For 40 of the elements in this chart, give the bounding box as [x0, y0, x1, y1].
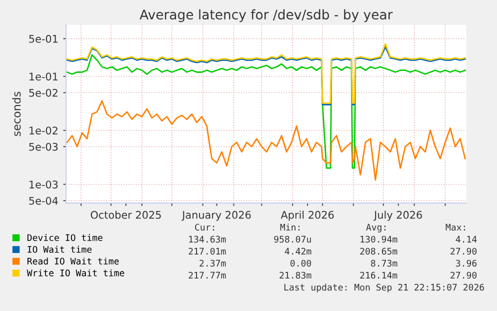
text: 217.77m	[188, 272, 226, 279]
y-tick-label: 1e-02	[30, 126, 58, 134]
y-tick-label: 5e-01	[29, 34, 58, 43]
legend-label: Write IO Wait time	[26, 269, 124, 276]
y-axis-title: seconds	[12, 92, 21, 136]
chart-title: Average latency for /dev/sdb - by year	[140, 9, 393, 22]
text: 27.90	[450, 248, 477, 255]
text: 208.65m	[360, 248, 398, 255]
text: 130.94m	[360, 236, 398, 243]
legend-label: Read IO Wait time	[28, 258, 119, 265]
text: 4.42m	[284, 248, 312, 255]
y-tick-label: 5e-03	[29, 142, 58, 151]
text: Max:	[446, 224, 466, 231]
legend-label: IO Wait time	[28, 246, 92, 253]
text: 217.01m	[188, 248, 226, 255]
text: Cur:	[195, 224, 214, 231]
text: 0.00	[290, 260, 312, 267]
y-tick-label: 1e-01	[30, 72, 58, 80]
y-tick-label: 5e-02	[29, 88, 58, 97]
text: 134.63m	[189, 236, 226, 243]
text: 216.14m	[360, 272, 398, 279]
y-tick-label: 1e-03	[30, 180, 58, 188]
legend-label: Device IO time	[27, 234, 102, 242]
text: 27.90	[450, 272, 477, 279]
line-series	[66, 54, 466, 169]
text: Last update: Mon Sep 21 22:15:07 2026	[284, 284, 484, 292]
text: 21.83m	[280, 272, 312, 279]
x-tick-label: July 2026	[374, 210, 422, 221]
y-tick-label: 5e-04	[29, 196, 58, 205]
text: 2.37m	[200, 260, 226, 267]
x-tick-label: April 2026	[280, 210, 334, 221]
line-series	[66, 100, 466, 181]
text: 3.96	[456, 260, 477, 267]
text: 4.14	[456, 236, 477, 243]
text: Min:	[280, 224, 300, 231]
text: 958.07u	[274, 236, 311, 243]
x-tick-label: October 2025	[90, 210, 161, 219]
x-tick-label: January 2026	[182, 210, 251, 221]
text: 8.73m	[371, 260, 398, 267]
text: Avg:	[366, 224, 386, 232]
